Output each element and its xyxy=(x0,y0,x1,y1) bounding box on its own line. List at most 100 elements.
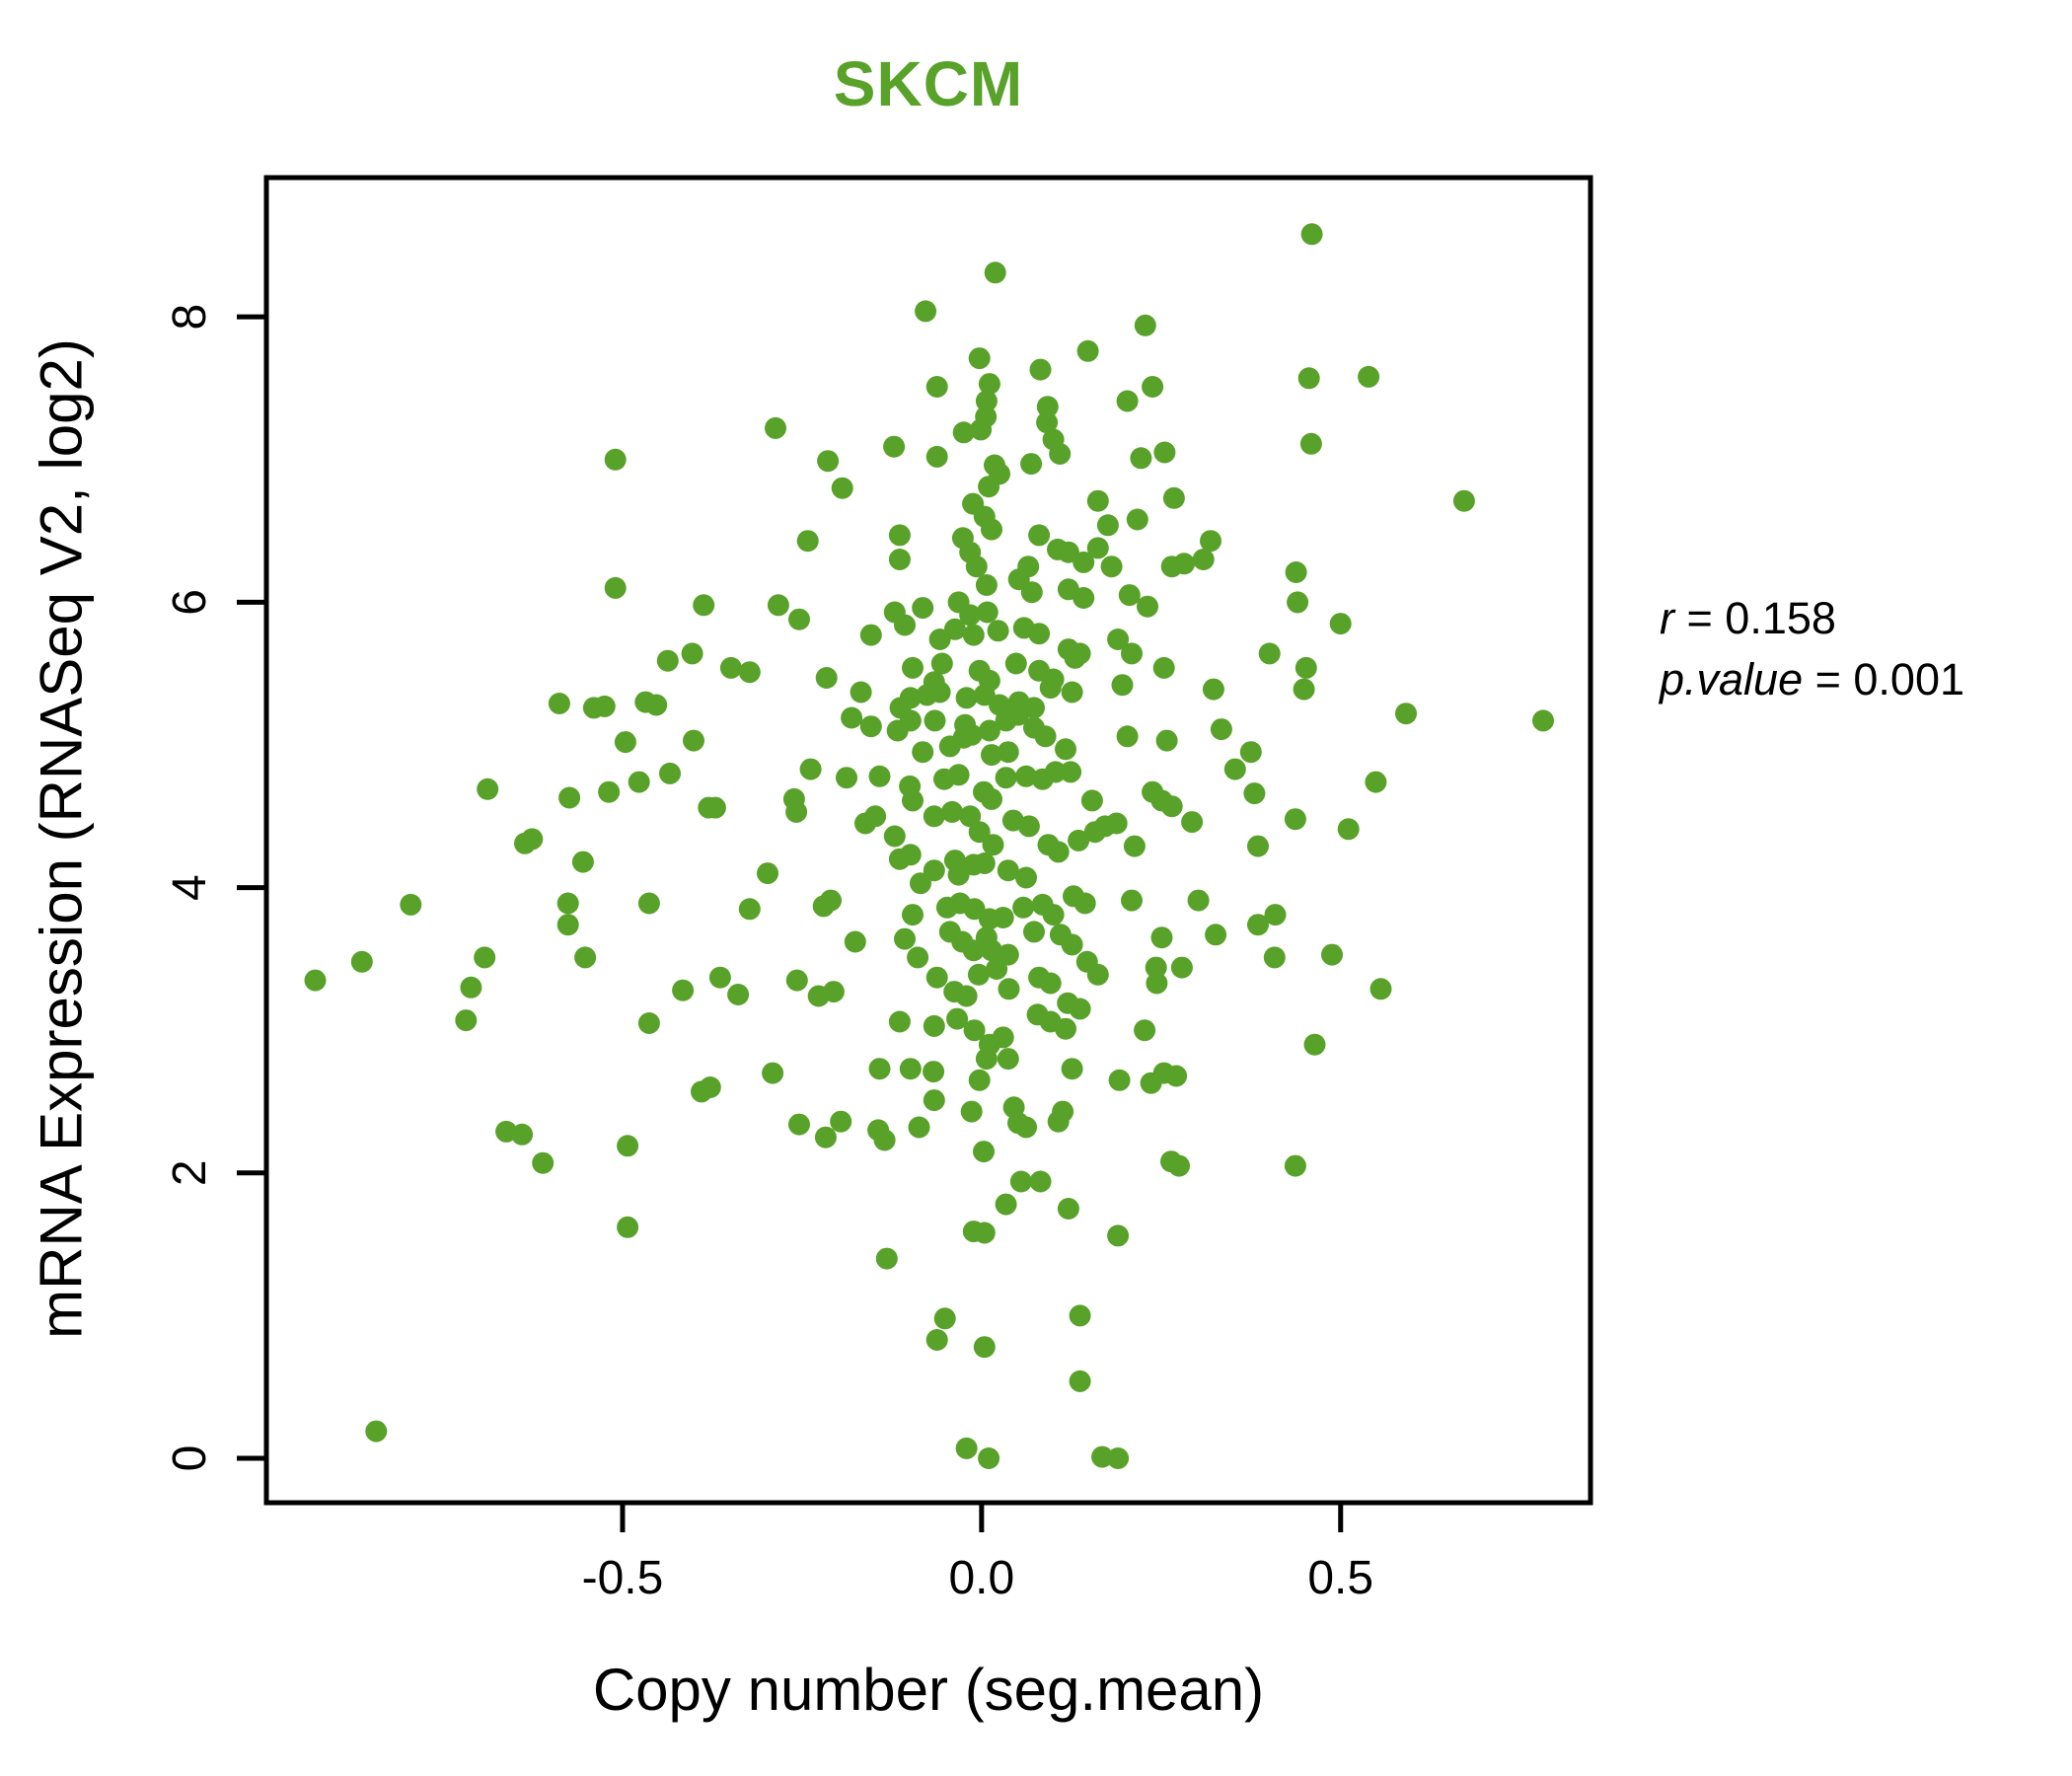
data-point xyxy=(992,1026,1014,1049)
data-point xyxy=(910,872,931,895)
data-point xyxy=(693,594,715,617)
data-point xyxy=(1039,972,1062,995)
data-point xyxy=(1395,703,1417,725)
data-point xyxy=(1068,829,1090,851)
data-point xyxy=(556,914,579,936)
data-point xyxy=(975,1048,998,1071)
data-point xyxy=(894,614,916,636)
data-point xyxy=(604,448,627,471)
data-point xyxy=(814,1126,837,1148)
data-point xyxy=(1055,1017,1076,1040)
data-point xyxy=(1029,358,1052,381)
stats-annotation: r = 0.158 p.value = 0.001 xyxy=(1660,588,1964,710)
data-point xyxy=(888,524,911,547)
data-point xyxy=(1009,1170,1032,1193)
data-point xyxy=(762,1062,784,1084)
data-point xyxy=(738,661,761,684)
x-tick-label: 0.0 xyxy=(948,1552,1014,1604)
data-point xyxy=(1170,956,1193,979)
data-point xyxy=(1057,1198,1079,1220)
data-point xyxy=(1023,921,1045,943)
data-point xyxy=(1369,978,1392,1000)
data-point xyxy=(1160,1150,1182,1173)
data-point xyxy=(997,1048,1019,1071)
data-point xyxy=(899,1058,922,1080)
data-point xyxy=(959,604,982,627)
data-point xyxy=(859,624,882,646)
data-point xyxy=(681,642,703,665)
data-point xyxy=(1121,642,1143,665)
x-tick-label: 0.5 xyxy=(1307,1552,1373,1604)
data-point xyxy=(460,976,482,999)
data-point xyxy=(1532,709,1554,732)
data-point xyxy=(672,979,695,1001)
data-point xyxy=(757,862,778,885)
data-point xyxy=(899,709,922,732)
data-point xyxy=(521,828,544,851)
stats-r-line: r = 0.158 xyxy=(1660,588,1964,649)
data-point xyxy=(1111,674,1134,697)
data-point xyxy=(1134,1019,1156,1042)
data-point xyxy=(883,825,906,848)
data-point xyxy=(968,1069,991,1091)
data-point xyxy=(1150,926,1173,949)
data-point xyxy=(1137,595,1158,618)
data-point xyxy=(817,450,840,473)
data-point xyxy=(923,1089,945,1112)
data-point xyxy=(1337,818,1360,841)
data-point xyxy=(1116,390,1139,412)
data-point xyxy=(1202,678,1224,701)
data-point xyxy=(474,946,496,969)
data-point xyxy=(614,731,636,754)
data-point xyxy=(978,1447,1000,1469)
data-point xyxy=(1146,972,1168,995)
data-point xyxy=(888,549,911,570)
data-point xyxy=(962,624,985,646)
data-point xyxy=(1073,892,1096,915)
data-point xyxy=(1091,1445,1114,1468)
data-point xyxy=(923,805,945,828)
data-point xyxy=(1020,581,1043,604)
data-point xyxy=(1044,761,1067,783)
data-point xyxy=(981,518,1002,541)
data-point xyxy=(975,574,998,596)
data-point xyxy=(1134,314,1156,336)
data-point xyxy=(1012,896,1035,919)
data-point xyxy=(727,984,750,1005)
data-point xyxy=(868,765,891,787)
data-point xyxy=(1145,956,1167,979)
data-point xyxy=(1061,681,1083,703)
data-point xyxy=(850,681,872,703)
data-point xyxy=(1452,489,1475,512)
data-point xyxy=(1285,561,1307,583)
stats-p-sep: = xyxy=(1803,654,1854,704)
data-point xyxy=(997,741,1019,764)
data-point xyxy=(959,805,982,828)
data-point xyxy=(941,800,963,823)
data-point xyxy=(864,805,887,828)
data-point xyxy=(946,1007,969,1030)
data-point xyxy=(1223,758,1246,780)
data-point xyxy=(617,1135,639,1157)
data-point xyxy=(841,706,863,729)
data-point xyxy=(1060,761,1082,783)
data-point xyxy=(1107,1447,1130,1469)
data-point xyxy=(925,966,948,989)
data-point xyxy=(976,601,999,624)
data-point xyxy=(765,416,786,439)
data-point xyxy=(1047,1110,1070,1133)
data-point xyxy=(1121,889,1143,912)
data-point xyxy=(1303,1033,1326,1056)
data-point xyxy=(930,652,953,675)
data-point xyxy=(1243,782,1266,805)
data-point xyxy=(907,946,929,969)
data-point xyxy=(1105,812,1128,835)
data-point xyxy=(1299,432,1322,455)
data-point xyxy=(1107,1224,1130,1247)
data-point xyxy=(1293,678,1315,701)
data-point xyxy=(1086,963,1109,986)
data-point xyxy=(1165,1065,1188,1087)
y-axis-label: mRNA Expression (RNASeq V2, log2) xyxy=(28,338,95,1339)
data-point xyxy=(883,435,906,458)
data-point xyxy=(1160,795,1183,818)
